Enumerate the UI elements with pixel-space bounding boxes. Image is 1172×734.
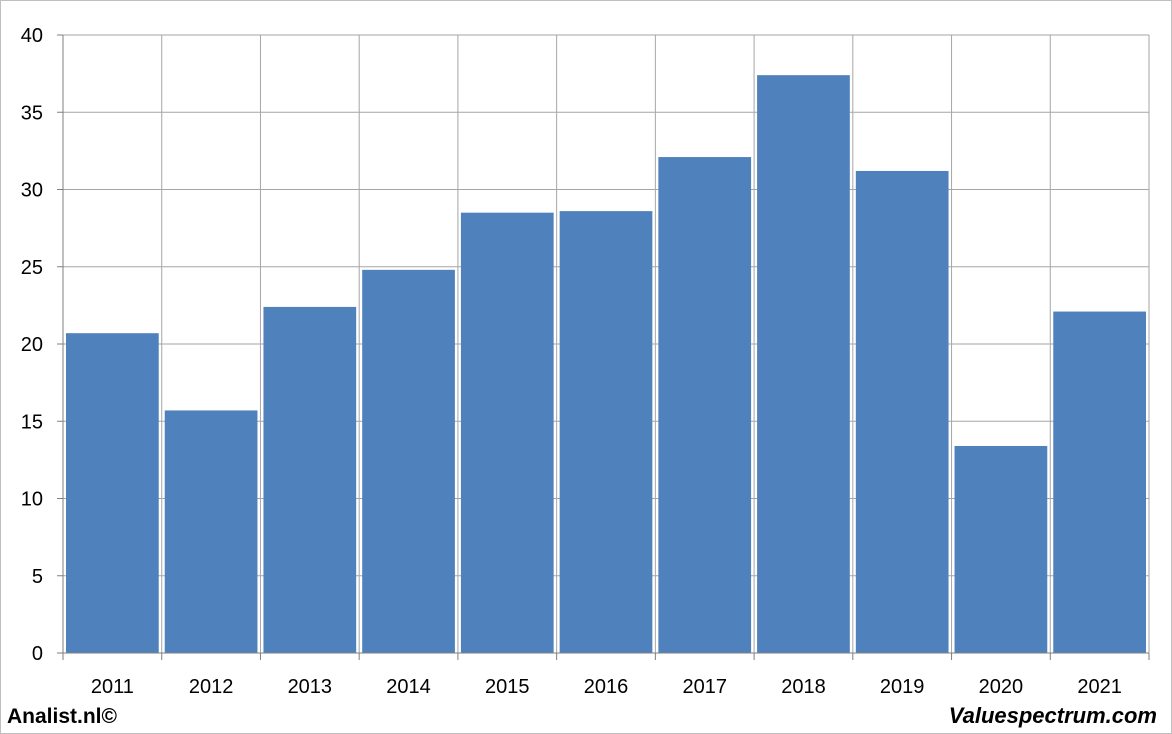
y-tick-label: 25 <box>21 257 43 279</box>
x-tick-label: 2019 <box>880 676 925 698</box>
x-tick-label: 2021 <box>1077 676 1122 698</box>
y-tick-label: 15 <box>21 411 43 433</box>
y-tick-label: 20 <box>21 334 43 356</box>
bar-2017 <box>658 157 752 653</box>
bar-2018 <box>757 75 850 654</box>
y-tick-label: 35 <box>21 102 43 124</box>
tick-labels: 0 5 10 15 20 25 30 35 40 2011 2012 2013 2014 2015 2016… <box>21 25 1122 698</box>
y-tick-label: 10 <box>21 489 43 511</box>
y-tick-label: 0 <box>32 643 43 665</box>
x-tick-label: 2012 <box>189 676 234 698</box>
bars <box>66 75 1146 654</box>
source-credit-right: Valuespectrum.com <box>948 703 1157 728</box>
bar-2015 <box>460 212 554 654</box>
y-tick-label: 5 <box>32 566 43 588</box>
x-tick-label: 2018 <box>781 676 826 698</box>
bar-2016 <box>559 211 653 653</box>
x-tick-label: 2016 <box>584 676 629 698</box>
x-tick-label: 2014 <box>386 676 431 698</box>
y-tick-label: 40 <box>21 25 43 47</box>
bar-2014 <box>362 269 455 653</box>
bar-2019 <box>855 170 949 653</box>
bar-2020 <box>954 445 1048 653</box>
bar-2013 <box>263 306 357 653</box>
bar-2021 <box>1053 311 1146 653</box>
x-tick-label: 2015 <box>485 676 530 698</box>
y-tick-label: 30 <box>21 180 43 202</box>
axes <box>57 34 1150 660</box>
x-tick-label: 2017 <box>682 676 727 698</box>
x-tick-label: 2020 <box>979 676 1024 698</box>
source-credit-left: Analist.nl© <box>7 705 117 728</box>
x-tick-label: 2011 <box>91 676 134 698</box>
bar-2011 <box>66 333 159 653</box>
bar-2012 <box>164 410 258 653</box>
x-tick-label: 2013 <box>288 676 333 698</box>
